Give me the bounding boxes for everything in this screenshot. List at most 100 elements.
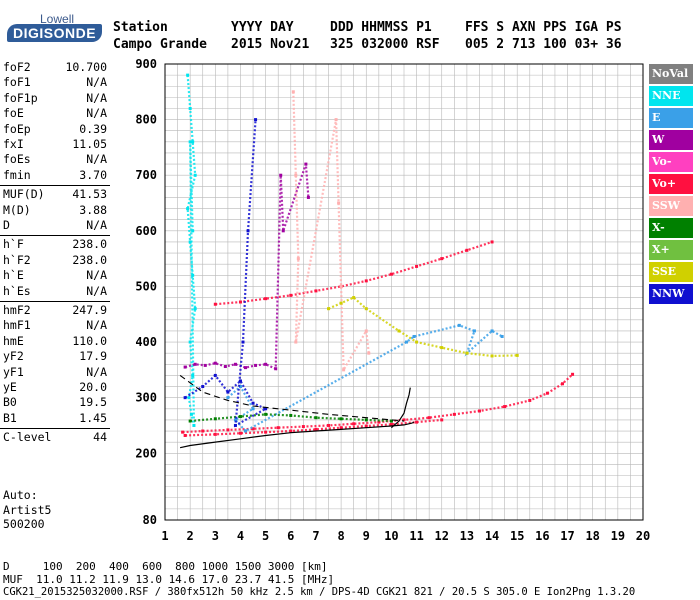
data-point — [560, 382, 564, 386]
param-value: 3.88 — [79, 202, 107, 217]
x-tick-label: 9 — [363, 529, 370, 543]
param-label: M(D) — [3, 202, 31, 217]
param-label: hmF1 — [3, 318, 31, 333]
param-row: foF1p N/A — [3, 91, 107, 106]
legend-item: Vo+ — [649, 174, 693, 194]
param-value: 10.700 — [65, 60, 107, 74]
legend-item: NNW — [649, 284, 693, 304]
legend-item: SSW — [649, 196, 693, 216]
param-row: hmF1 N/A — [3, 318, 107, 333]
data-point — [412, 334, 416, 338]
legend-item: Vo- — [649, 152, 693, 172]
data-point — [327, 423, 331, 427]
x-tick-label: 1 — [161, 529, 168, 543]
param-row: yF2 17.9 — [3, 349, 107, 364]
legend-item: X- — [649, 218, 693, 238]
logo-lowell-text: Lowell — [40, 12, 75, 26]
data-point — [515, 353, 519, 357]
param-row: yF1 N/A — [3, 365, 107, 380]
param-row: hmE 110.0 — [3, 334, 107, 349]
x-tick-label: 11 — [409, 529, 423, 543]
param-label: h`Es — [3, 283, 31, 298]
data-point — [279, 173, 283, 177]
data-point — [233, 362, 237, 366]
param-row: C-level 44 — [3, 430, 107, 445]
param-label: D — [3, 218, 10, 232]
param-value: 44 — [93, 430, 107, 445]
data-point — [440, 257, 444, 261]
data-point — [186, 207, 190, 211]
param-row: hmF2 247.9 — [3, 303, 107, 318]
data-point — [389, 422, 393, 426]
param-label: foEs — [3, 152, 31, 167]
param-separator — [0, 428, 110, 430]
param-value: 247.9 — [72, 303, 107, 317]
header-label-station: Station — [113, 20, 168, 35]
param-row: foE N/A — [3, 106, 107, 121]
param-row: h`F 238.0 — [3, 237, 107, 252]
param-separator — [0, 185, 110, 187]
data-point — [213, 432, 217, 436]
param-row: h`E N/A — [3, 268, 107, 283]
data-point — [296, 257, 300, 261]
series-trace — [190, 413, 392, 423]
data-point — [251, 407, 255, 411]
data-point — [191, 373, 195, 377]
legend-item: W — [649, 130, 693, 150]
header-value-date: 2015 Nov21 — [231, 37, 310, 52]
param-value: 238.0 — [72, 252, 107, 267]
param-row: B0 19.5 — [3, 395, 107, 410]
legend-item: NNE — [649, 86, 693, 106]
data-point — [264, 412, 268, 416]
data-point — [405, 340, 409, 344]
param-value: N/A — [86, 218, 107, 232]
param-value: N/A — [86, 106, 107, 121]
data-point — [314, 427, 318, 431]
y-tick-label: 400 — [135, 335, 157, 349]
data-point — [213, 361, 217, 365]
x-tick-label: 18 — [585, 529, 599, 543]
y-tick-label: 800 — [135, 113, 157, 127]
x-tick-label: 10 — [384, 529, 398, 543]
param-row: fxI 11.05 — [3, 137, 107, 152]
data-point — [193, 307, 197, 311]
series-trace — [184, 163, 310, 371]
param-row: h`F2 238.0 — [3, 253, 107, 268]
data-point — [342, 368, 346, 372]
series-trace — [292, 91, 370, 374]
param-value: N/A — [86, 283, 107, 298]
param-row: yE 20.0 — [3, 380, 107, 395]
footer-muf-row: MUF 11.0 11.2 11.9 13.0 14.6 17.0 23.7 4… — [3, 573, 335, 586]
true-height-profile — [391, 387, 411, 429]
x-tick-label: 12 — [435, 529, 449, 543]
footer-distance-row: D 100 200 400 600 800 1000 1500 3000 [km… — [3, 560, 328, 573]
legend-item: NoVal — [649, 64, 693, 84]
header-value-time: 325 032000 RSF — [330, 37, 440, 52]
param-value: N/A — [86, 152, 107, 167]
y-tick-label: 300 — [135, 391, 157, 405]
series-trace — [328, 296, 518, 358]
virtual-height-profile — [179, 421, 415, 449]
x-tick-label: 4 — [237, 529, 244, 543]
data-point — [367, 351, 371, 355]
auto-method: Artist5 — [3, 503, 52, 517]
legend-item: E — [649, 108, 693, 128]
param-label: h`F2 — [3, 252, 31, 267]
param-label: B1 — [3, 410, 17, 425]
data-point — [191, 140, 195, 144]
header-label-date: YYYY DAY — [231, 20, 294, 35]
param-label: MUF(D) — [3, 187, 45, 202]
x-tick-label: 14 — [485, 529, 499, 543]
data-point — [397, 329, 401, 333]
series-trace — [185, 418, 442, 437]
param-label: hmE — [3, 333, 24, 348]
header-label-settings: FFS S AXN PPS IGA PS — [465, 20, 622, 35]
param-label: C-level — [3, 430, 52, 445]
x-tick-label: 19 — [611, 529, 625, 543]
data-point — [337, 201, 341, 205]
param-value: 19.5 — [79, 395, 107, 410]
x-tick-label: 16 — [535, 529, 549, 543]
y-tick-label: 700 — [135, 168, 157, 182]
data-point — [500, 334, 504, 338]
